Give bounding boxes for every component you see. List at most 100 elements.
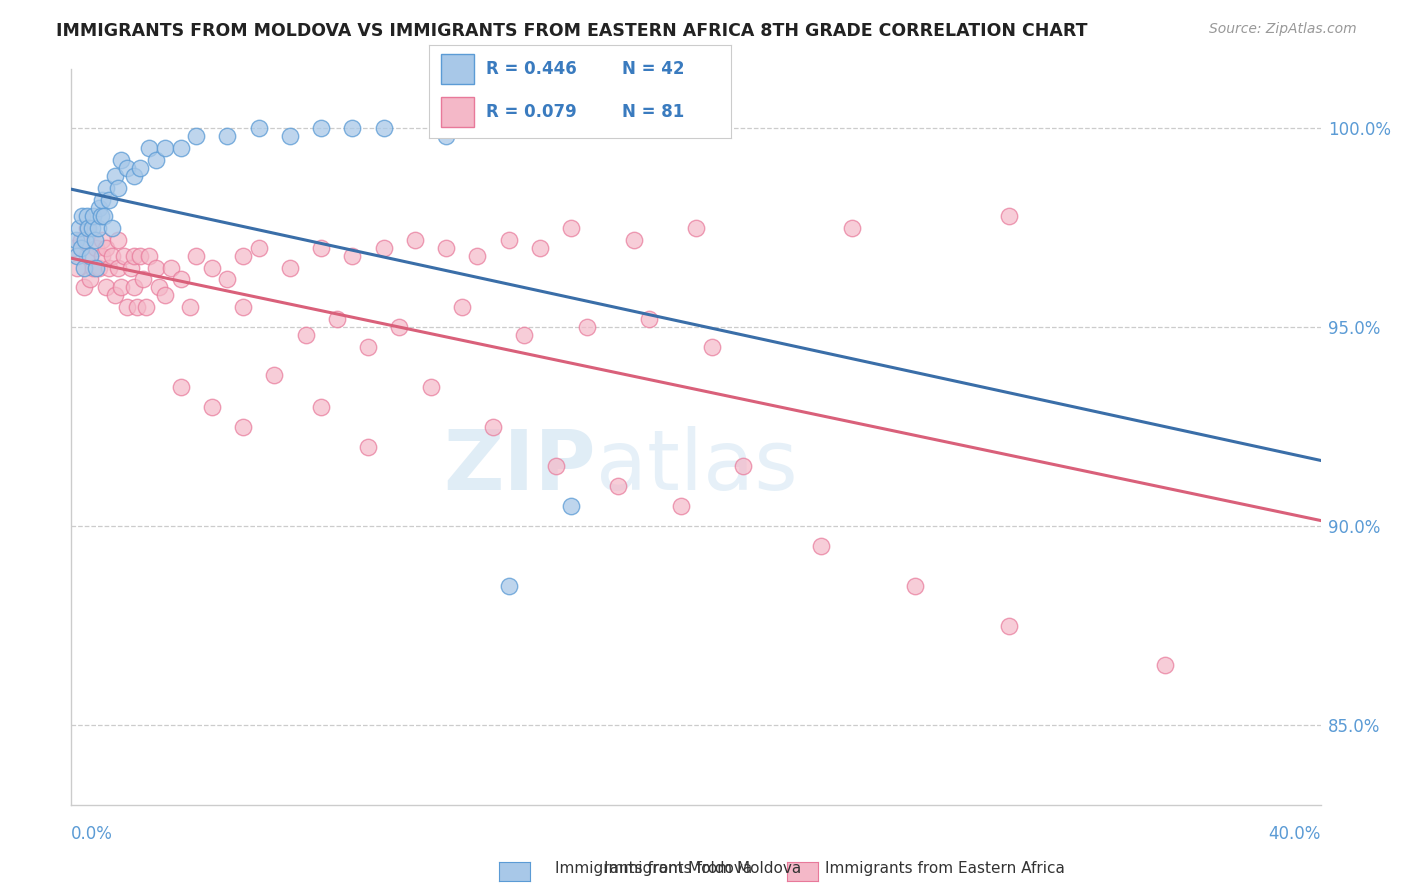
Point bbox=[186, 249, 208, 263]
Point bbox=[73, 260, 96, 275]
Point bbox=[357, 440, 380, 454]
Point bbox=[217, 129, 239, 144]
Text: Immigrants from Eastern Africa: Immigrants from Eastern Africa bbox=[825, 861, 1066, 876]
Text: Source: ZipAtlas.com: Source: ZipAtlas.com bbox=[1209, 22, 1357, 37]
Point bbox=[326, 312, 349, 326]
Point bbox=[129, 249, 152, 263]
Point bbox=[80, 220, 103, 235]
Point bbox=[63, 241, 86, 255]
Point bbox=[309, 121, 332, 136]
Point bbox=[90, 209, 112, 223]
Point bbox=[110, 153, 132, 167]
Point bbox=[160, 260, 183, 275]
Point bbox=[84, 260, 107, 275]
Point bbox=[232, 301, 254, 315]
Text: 40.0%: 40.0% bbox=[1268, 825, 1322, 843]
Point bbox=[91, 233, 114, 247]
Point bbox=[201, 260, 224, 275]
Point bbox=[997, 618, 1019, 632]
Text: R = 0.079: R = 0.079 bbox=[486, 103, 576, 121]
Point bbox=[66, 260, 89, 275]
Point bbox=[201, 400, 224, 414]
Point bbox=[434, 129, 457, 144]
Point bbox=[247, 121, 270, 136]
Point bbox=[132, 272, 155, 286]
Point bbox=[69, 233, 91, 247]
Point bbox=[91, 249, 114, 263]
Point bbox=[169, 380, 191, 394]
Point bbox=[247, 241, 270, 255]
Point bbox=[67, 220, 90, 235]
Point bbox=[404, 233, 426, 247]
Point bbox=[129, 161, 152, 175]
Point bbox=[148, 280, 170, 294]
Point bbox=[373, 121, 395, 136]
Point bbox=[373, 241, 395, 255]
Point bbox=[107, 260, 129, 275]
Point bbox=[560, 500, 582, 514]
Point bbox=[65, 233, 87, 247]
Point bbox=[498, 233, 520, 247]
Point bbox=[97, 193, 120, 207]
Point bbox=[575, 320, 598, 334]
Point bbox=[117, 301, 139, 315]
Point bbox=[419, 380, 441, 394]
Point bbox=[138, 141, 160, 155]
Point bbox=[101, 220, 124, 235]
Point bbox=[82, 260, 104, 275]
Bar bbox=[441, 54, 474, 84]
Point bbox=[482, 419, 505, 434]
Point bbox=[69, 241, 91, 255]
Point bbox=[117, 161, 139, 175]
Point bbox=[685, 220, 707, 235]
Point bbox=[309, 400, 332, 414]
Point bbox=[120, 260, 142, 275]
Point bbox=[560, 220, 582, 235]
Point bbox=[278, 129, 301, 144]
Point bbox=[110, 280, 132, 294]
Point bbox=[101, 249, 124, 263]
Point bbox=[669, 500, 692, 514]
Text: Immigrants from Moldova: Immigrants from Moldova bbox=[555, 861, 752, 876]
Point bbox=[79, 272, 101, 286]
Point bbox=[263, 368, 285, 382]
Point bbox=[232, 249, 254, 263]
Point bbox=[1153, 658, 1175, 673]
Point bbox=[434, 241, 457, 255]
Point bbox=[186, 129, 208, 144]
Point bbox=[87, 220, 110, 235]
Point bbox=[94, 181, 117, 195]
Text: IMMIGRANTS FROM MOLDOVA VS IMMIGRANTS FROM EASTERN AFRICA 8TH GRADE CORRELATION : IMMIGRANTS FROM MOLDOVA VS IMMIGRANTS FR… bbox=[56, 22, 1088, 40]
Point bbox=[84, 241, 107, 255]
Point bbox=[997, 209, 1019, 223]
Point bbox=[125, 301, 148, 315]
Point bbox=[145, 260, 167, 275]
Point bbox=[76, 209, 98, 223]
Point bbox=[89, 260, 111, 275]
Point bbox=[112, 249, 135, 263]
Text: N = 42: N = 42 bbox=[623, 60, 685, 78]
Point bbox=[810, 539, 832, 553]
Point bbox=[357, 340, 380, 354]
Point bbox=[544, 459, 567, 474]
Point bbox=[388, 320, 411, 334]
Text: atlas: atlas bbox=[596, 425, 799, 507]
Point bbox=[529, 241, 551, 255]
Point bbox=[89, 201, 111, 215]
Point bbox=[66, 249, 89, 263]
Point bbox=[731, 459, 754, 474]
Text: R = 0.446: R = 0.446 bbox=[486, 60, 576, 78]
Point bbox=[94, 280, 117, 294]
Point bbox=[498, 579, 520, 593]
Point bbox=[904, 579, 927, 593]
Point bbox=[107, 233, 129, 247]
Point bbox=[104, 169, 127, 183]
Point bbox=[607, 479, 630, 493]
Text: 0.0%: 0.0% bbox=[72, 825, 112, 843]
Text: Immigrants from Moldova: Immigrants from Moldova bbox=[605, 861, 801, 876]
Point bbox=[93, 209, 115, 223]
Point bbox=[107, 181, 129, 195]
Point bbox=[342, 249, 364, 263]
Point bbox=[135, 301, 157, 315]
Point bbox=[70, 209, 93, 223]
